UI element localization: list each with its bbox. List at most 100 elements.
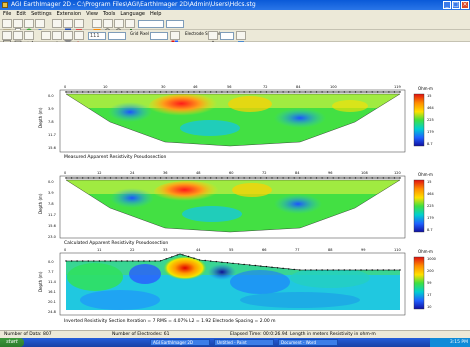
electrode-marker (171, 177, 173, 179)
menu-view[interactable]: View (86, 11, 98, 17)
measured-y-tick: 3.9 (48, 107, 54, 111)
electrode-marker (288, 177, 290, 179)
calculated-x-tick: 120 (394, 171, 401, 175)
taskbar-item[interactable]: Untitled - Paint (214, 339, 274, 346)
line-style-dropdown[interactable] (108, 32, 126, 40)
measured-caption: Measured Apparent Resistivity Pseudosect… (64, 154, 167, 160)
electrode-marker (326, 269, 329, 271)
inverted-scale-title: Ohm-m (418, 249, 433, 254)
electrode-marker (399, 269, 401, 271)
window-titlebar[interactable]: AGI EarthImager 2D - C:\Program Files\AG… (0, 0, 470, 10)
inverted-x-tick: 77 (295, 248, 299, 252)
font-icon[interactable]: A (74, 31, 84, 48)
electrode-marker (87, 177, 90, 179)
electrode-marker (98, 177, 101, 179)
electrode-marker (215, 177, 217, 179)
calculated-x-tick: 0 (64, 171, 66, 175)
menu-file[interactable]: File (3, 11, 12, 17)
run-inversion-icon[interactable] (24, 19, 34, 35)
zoom-dropdown[interactable] (138, 20, 164, 28)
settings-gear-icon[interactable] (35, 19, 45, 34)
electrode-marker (254, 91, 256, 93)
color-scheme-dropdown[interactable] (166, 20, 184, 28)
electrode-marker (365, 269, 368, 271)
inverted-y-tick: 16.1 (48, 290, 56, 294)
electrode-marker (193, 177, 195, 179)
close-button[interactable]: × (461, 1, 469, 9)
electrode-symbol-icon[interactable] (208, 31, 218, 46)
taskbar-item[interactable]: Document - Word (278, 339, 338, 346)
calculated-scale-tick: 15 (427, 180, 431, 184)
menu-language[interactable]: Language (120, 11, 146, 17)
print-icon[interactable] (52, 19, 62, 33)
grid-pixel-dropdown[interactable] (150, 32, 168, 40)
chart-icon[interactable] (125, 19, 135, 34)
electrode-marker (265, 177, 268, 179)
electrode-marker (382, 177, 384, 179)
electrode-marker (338, 269, 340, 271)
window-controls: _ □ × (443, 1, 469, 9)
menu-settings[interactable]: Settings (31, 11, 52, 17)
electrode-symbol-dropdown[interactable] (220, 32, 234, 40)
calculated-y-tick: 11.7 (48, 213, 56, 217)
filter-icon[interactable] (63, 31, 73, 47)
maximize-button[interactable]: □ (452, 1, 460, 9)
electrode-marker (293, 268, 295, 271)
electrode-marker (293, 177, 295, 179)
electrode-marker (377, 177, 379, 179)
electrode-marker (299, 177, 301, 179)
contour-icon[interactable] (13, 31, 23, 47)
status-num-data: Number of Data: 807 (4, 332, 52, 337)
zoom-out-icon[interactable] (114, 19, 124, 34)
open-folder-icon[interactable] (2, 19, 12, 35)
inverted-x-tick: 22 (130, 248, 134, 252)
refresh-icon[interactable] (236, 31, 246, 46)
calculated-y-tick: 3.9 (48, 191, 54, 195)
electrode-marker (115, 91, 117, 93)
start-button[interactable]: start (0, 338, 24, 347)
new-file-icon[interactable] (13, 19, 23, 35)
electrode-marker (371, 269, 373, 271)
palette-icon[interactable] (170, 31, 180, 47)
grid-toggle-icon[interactable] (2, 31, 12, 47)
zoom-in-icon[interactable] (103, 19, 113, 34)
electrode-marker (276, 177, 279, 179)
measured-scale-title: Ohm-m (418, 86, 433, 91)
electrode-marker (243, 263, 245, 266)
system-tray: 3:15 PM (430, 338, 470, 347)
taskbar-item[interactable]: AGI EarthImager 2D (150, 339, 210, 346)
calculated-caption: Calculated Apparent Resistivity Pseudose… (64, 240, 168, 246)
electrode-marker (249, 91, 251, 93)
menu-tools[interactable]: Tools (103, 11, 116, 17)
menu-help[interactable]: Help (150, 11, 162, 17)
measured-x-tick: 30 (161, 85, 165, 89)
electrode-marker (132, 177, 134, 179)
menu-bar: File Edit Settings Extension View Tools … (0, 10, 470, 18)
inverted-y-tick: 20.1 (48, 300, 56, 304)
topography-icon[interactable] (24, 31, 34, 46)
electrode-marker (159, 177, 162, 179)
electrode-marker (65, 91, 67, 93)
calculated-scale-tick: 464 (427, 192, 434, 196)
export-icon[interactable] (74, 19, 84, 34)
number-field[interactable]: 111 (88, 32, 106, 40)
display-toolbar: A 111 Grid Pixel Electrode Symbol (0, 30, 470, 48)
electrode-marker (82, 260, 84, 262)
menu-edit[interactable]: Edit (16, 11, 27, 17)
electrode-marker (332, 269, 334, 271)
electrode-marker (299, 91, 301, 93)
minimize-button[interactable]: _ (443, 1, 451, 9)
electrode-marker (338, 91, 340, 93)
inverted-scale-tick: 1000 (427, 257, 436, 261)
profile-icon[interactable] (41, 31, 51, 44)
electrode-icon[interactable] (52, 31, 62, 46)
electrode-marker (226, 177, 229, 179)
save-icon[interactable] (63, 19, 73, 35)
color-palette-icon[interactable] (92, 19, 102, 34)
measured-scale-tick: 225 (427, 118, 434, 122)
electrode-marker (154, 91, 156, 93)
electrode-marker (276, 91, 279, 93)
electrode-marker (365, 91, 368, 93)
inverted-y-tick: 24.8 (48, 310, 56, 314)
menu-extension[interactable]: Extension (56, 11, 82, 17)
